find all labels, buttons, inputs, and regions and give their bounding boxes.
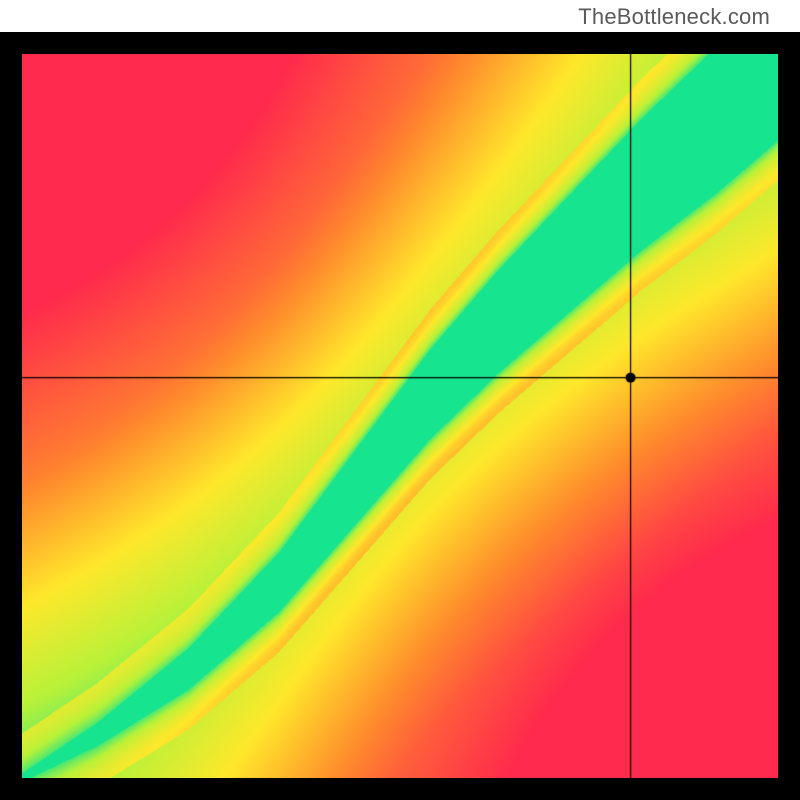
watermark-text: TheBottleneck.com <box>578 4 770 30</box>
bottleneck-heatmap <box>22 54 778 778</box>
chart-frame <box>0 32 800 800</box>
